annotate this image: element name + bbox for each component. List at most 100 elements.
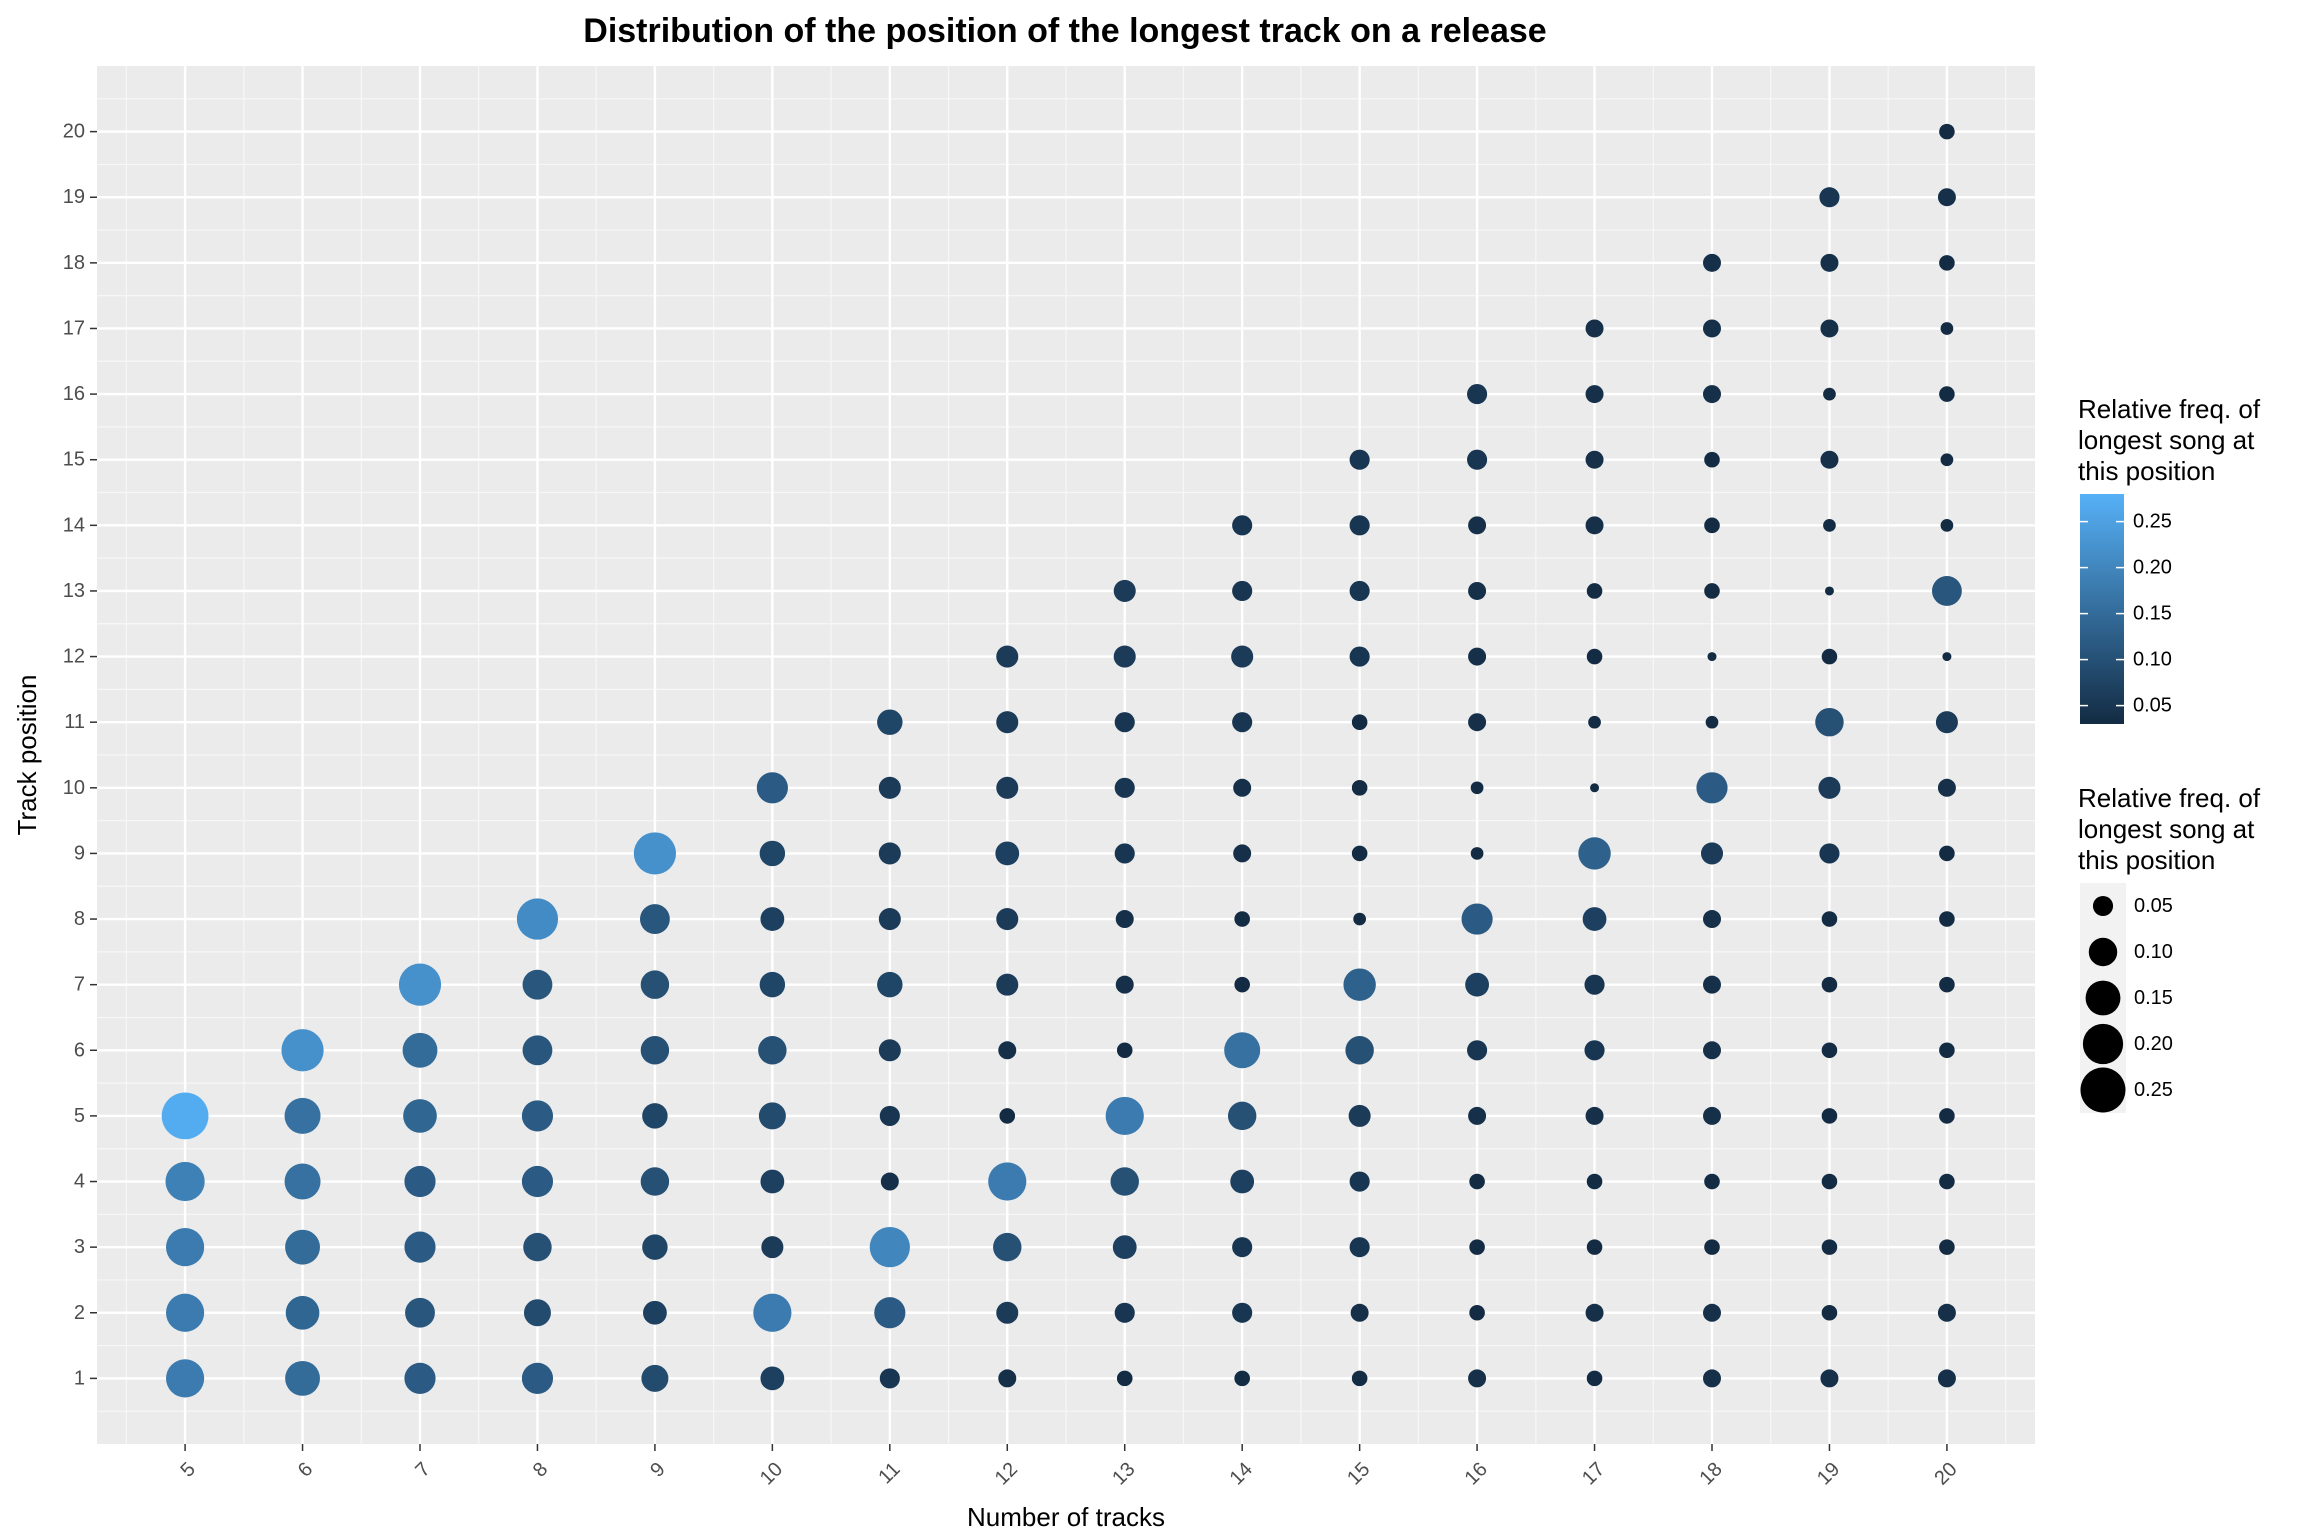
data-point [760,907,785,931]
colorbar-label: 0.25 [2133,511,2172,533]
data-point [1585,1106,1604,1125]
data-point [1114,712,1135,733]
data-point [1470,781,1484,795]
data-point [1939,123,1955,140]
data-point [640,1167,670,1196]
data-point [1468,1369,1487,1388]
data-point [640,970,670,999]
data-point [1343,968,1376,1001]
data-point [877,971,903,998]
colorbar [2080,494,2124,724]
data-point [1939,1239,1955,1255]
data-point [1349,449,1370,470]
data-point [1939,976,1955,993]
y-tick-label: 18 [63,252,85,274]
data-point [998,1041,1017,1060]
x-tick-label: 6 [294,1458,317,1481]
data-point [1349,1237,1370,1258]
x-tick-label: 10 [756,1458,787,1489]
data-point [1234,911,1250,927]
data-point [1704,1173,1720,1190]
data-point [1703,253,1721,272]
data-point [1939,386,1955,402]
y-tick-label: 2 [74,1302,85,1324]
data-point [1821,1042,1838,1059]
x-tick-label: 8 [529,1458,552,1481]
data-point [1703,1369,1721,1388]
data-point [1704,517,1720,534]
y-tick-label: 14 [63,514,85,536]
y-tick-label: 8 [74,908,85,930]
data-point [1818,776,1841,799]
data-point [1820,319,1839,338]
data-point [760,1366,785,1391]
data-point [398,963,442,1006]
data-point [1820,450,1839,469]
data-point [1468,1106,1487,1125]
data-point [1823,518,1836,532]
size-key-dot [2082,1023,2124,1065]
data-point [1824,586,1834,596]
data-point [165,1161,205,1202]
y-tick-label: 6 [74,1039,85,1061]
data-point [758,1102,786,1130]
data-point [1937,188,1956,207]
colorbar-label: 0.20 [2133,557,2172,579]
data-point [1116,1042,1133,1059]
data-point [996,776,1019,799]
data-point [633,832,677,875]
data-point [999,1108,1016,1124]
x-tick-label: 15 [1343,1458,1374,1489]
data-point [523,1299,551,1327]
data-point [1348,1104,1371,1127]
data-point [522,1035,553,1066]
data-point [1584,1040,1605,1061]
data-point [1232,1237,1253,1258]
data-point [1703,910,1721,929]
data-point [1227,1101,1257,1131]
x-tick-label: 18 [1695,1458,1726,1489]
size-key-label: 0.10 [2134,941,2173,963]
data-point [522,969,553,1000]
data-point [1114,843,1135,864]
data-point [1939,1108,1955,1124]
data-point [1821,1304,1838,1321]
data-point [1588,715,1601,729]
data-point [1821,1108,1838,1124]
data-point [1232,1302,1253,1323]
data-point [996,711,1019,734]
data-point [877,709,903,735]
data-point [1704,451,1720,468]
data-point [1937,1369,1956,1388]
size-key-dot [2085,980,2121,1016]
colorbar-ticks: 0.05 0.10 0.15 0.20 0.25 [2080,511,2172,717]
y-tick-label: 3 [74,1236,85,1258]
data-point [166,1293,205,1332]
data-point [996,973,1019,996]
data-point [1115,975,1134,994]
data-point [1232,515,1253,536]
data-point [1704,1239,1720,1255]
x-tick-label: 7 [411,1458,434,1481]
colorbar-label: 0.05 [2133,695,2172,717]
y-tick-label: 1 [74,1367,85,1389]
data-point [1585,450,1604,469]
data-point [1353,912,1366,926]
data-point [996,908,1019,931]
data-point [1351,845,1368,862]
data-point [1234,976,1250,993]
data-point [1585,1303,1604,1322]
data-point [1234,1370,1250,1387]
data-point [1349,580,1370,602]
data-point [1468,516,1487,535]
size-legend: Relative freq. of longest song at this pos… [2078,783,2261,1113]
data-point [1585,516,1604,535]
data-point [1233,844,1252,863]
data-point [166,1359,205,1398]
x-tick-label: 9 [646,1458,669,1481]
data-point [521,1165,554,1198]
size-key-dot [2080,1067,2126,1113]
data-point [1819,187,1840,208]
size-key-label: 0.15 [2134,987,2173,1009]
data-point [878,1039,901,1062]
